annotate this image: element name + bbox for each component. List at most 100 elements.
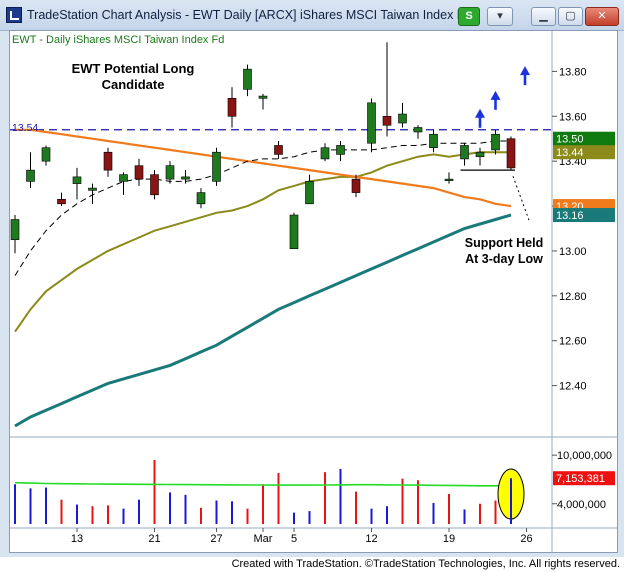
candle-body bbox=[181, 176, 190, 180]
candle-body bbox=[150, 174, 159, 196]
candle-body bbox=[336, 145, 345, 155]
candle-body bbox=[227, 98, 237, 117]
candle-body bbox=[258, 95, 268, 99]
window-menu-button[interactable]: ▾ bbox=[487, 7, 513, 26]
minimize-button[interactable]: ▁ bbox=[531, 7, 556, 26]
ma-teal-line bbox=[14, 213, 512, 428]
candle-body bbox=[243, 68, 252, 90]
time-tick-label: 19 bbox=[443, 533, 455, 545]
up-candle bbox=[243, 64, 252, 97]
candle-body bbox=[165, 165, 175, 180]
title-bar[interactable]: TradeStation Chart Analysis - EWT Daily … bbox=[0, 0, 624, 31]
price-tick-label: 13.00 bbox=[559, 246, 587, 258]
price-tick-label: 12.60 bbox=[559, 336, 587, 348]
candle-body bbox=[212, 151, 221, 182]
up-candle bbox=[88, 183, 97, 204]
candle-body bbox=[10, 219, 20, 241]
up-arrow-icon bbox=[490, 90, 501, 110]
up-candle bbox=[305, 174, 314, 205]
down-candle bbox=[351, 174, 361, 198]
support-note-line2: At 3-day Low bbox=[465, 252, 543, 266]
time-tick-label: 27 bbox=[210, 533, 222, 545]
volume-average-line bbox=[14, 481, 512, 487]
candles bbox=[10, 42, 516, 254]
window-title: TradeStation Chart Analysis - EWT Daily … bbox=[27, 8, 472, 22]
candle-body bbox=[413, 127, 423, 133]
up-candle bbox=[475, 147, 485, 166]
up-candle bbox=[398, 102, 407, 128]
down-candle bbox=[274, 140, 283, 159]
up-candle bbox=[26, 152, 35, 189]
price-tick-label: 12.40 bbox=[559, 381, 587, 393]
time-tick-label: 13 bbox=[71, 533, 83, 545]
candle-body bbox=[351, 178, 361, 193]
close-button[interactable]: ✕ bbox=[585, 7, 619, 26]
candle-body bbox=[475, 151, 485, 157]
candle-body bbox=[382, 115, 392, 126]
volume-badge-box bbox=[553, 471, 615, 486]
maximize-button[interactable]: ▢ bbox=[558, 7, 583, 26]
up-candle bbox=[460, 143, 469, 166]
candle-body bbox=[320, 147, 330, 160]
up-candle bbox=[212, 147, 221, 186]
candle-body bbox=[506, 138, 516, 169]
support-note-line1: Support Held bbox=[465, 236, 543, 250]
footer: Created with TradeStation. ©TradeStation… bbox=[0, 557, 624, 572]
ema-value-badge: 13.44 bbox=[556, 147, 584, 159]
up-candle bbox=[367, 98, 376, 153]
last-price-badge: 13.50 bbox=[556, 134, 584, 146]
price-tick-label: 12.80 bbox=[559, 291, 587, 303]
candle-body bbox=[444, 178, 454, 181]
up-candle bbox=[10, 215, 20, 254]
time-tick-label: 26 bbox=[520, 533, 532, 545]
volume-pane bbox=[14, 460, 525, 524]
teal-ma-badge-box bbox=[553, 208, 615, 223]
price-tick-label: 13.60 bbox=[559, 111, 587, 123]
candle-body bbox=[72, 176, 82, 184]
price-chart[interactable]: 12.4012.6012.8013.0013.2013.4013.6013.80… bbox=[10, 31, 617, 552]
chart-window: TradeStation Chart Analysis - EWT Daily … bbox=[0, 0, 624, 557]
volume-tick-label: 4,000,000 bbox=[557, 499, 606, 511]
arrow-head bbox=[490, 90, 501, 100]
down-candle bbox=[382, 42, 392, 137]
up-arrow-icon bbox=[520, 66, 530, 86]
dash-trend-line bbox=[14, 140, 511, 276]
up-candle bbox=[429, 129, 438, 153]
last-price-badge-box bbox=[553, 131, 615, 146]
annotations: EWT - Daily iShares MSCI Taiwan Index Fd… bbox=[12, 34, 543, 266]
up-arrow-icon bbox=[475, 108, 485, 128]
symbol-link-button[interactable]: S bbox=[458, 7, 480, 26]
grid-layer bbox=[10, 31, 617, 552]
candle-body bbox=[88, 187, 97, 191]
time-tick-label: 12 bbox=[365, 533, 377, 545]
up-candle bbox=[413, 125, 423, 139]
chart-panel[interactable]: 12.4012.6012.8013.0013.2013.4013.6013.80… bbox=[9, 30, 618, 553]
volume-badge: 7,153,381 bbox=[556, 473, 605, 485]
resistance-label: 13.54 bbox=[12, 122, 38, 134]
candle-body bbox=[119, 174, 128, 182]
candle-body bbox=[491, 133, 500, 151]
copyright-text: Created with TradeStation. ©TradeStation… bbox=[231, 558, 620, 570]
tradestation-icon bbox=[6, 7, 22, 23]
candle-body bbox=[57, 199, 66, 205]
ema-value-badge-box bbox=[553, 145, 615, 160]
up-candle bbox=[165, 161, 175, 184]
indicator-lines bbox=[10, 128, 552, 428]
up-candle bbox=[336, 140, 345, 162]
setup-note-line1: EWT Potential Long bbox=[72, 61, 195, 76]
candle-body bbox=[460, 145, 469, 160]
up-candle bbox=[289, 212, 299, 249]
up-candle bbox=[196, 188, 206, 209]
arrow-head bbox=[475, 108, 485, 118]
ma-orange-line bbox=[15, 128, 512, 208]
up-candle bbox=[320, 143, 330, 162]
down-candle bbox=[57, 192, 66, 207]
up-candle bbox=[72, 167, 82, 200]
up-candle bbox=[444, 172, 454, 184]
candle-body bbox=[103, 151, 113, 171]
down-candle bbox=[227, 87, 237, 128]
symbol-label: EWT - Daily iShares MSCI Taiwan Index Fd bbox=[12, 34, 224, 46]
volume-tick-label: 10,000,000 bbox=[557, 450, 612, 462]
candle-body bbox=[196, 192, 206, 205]
